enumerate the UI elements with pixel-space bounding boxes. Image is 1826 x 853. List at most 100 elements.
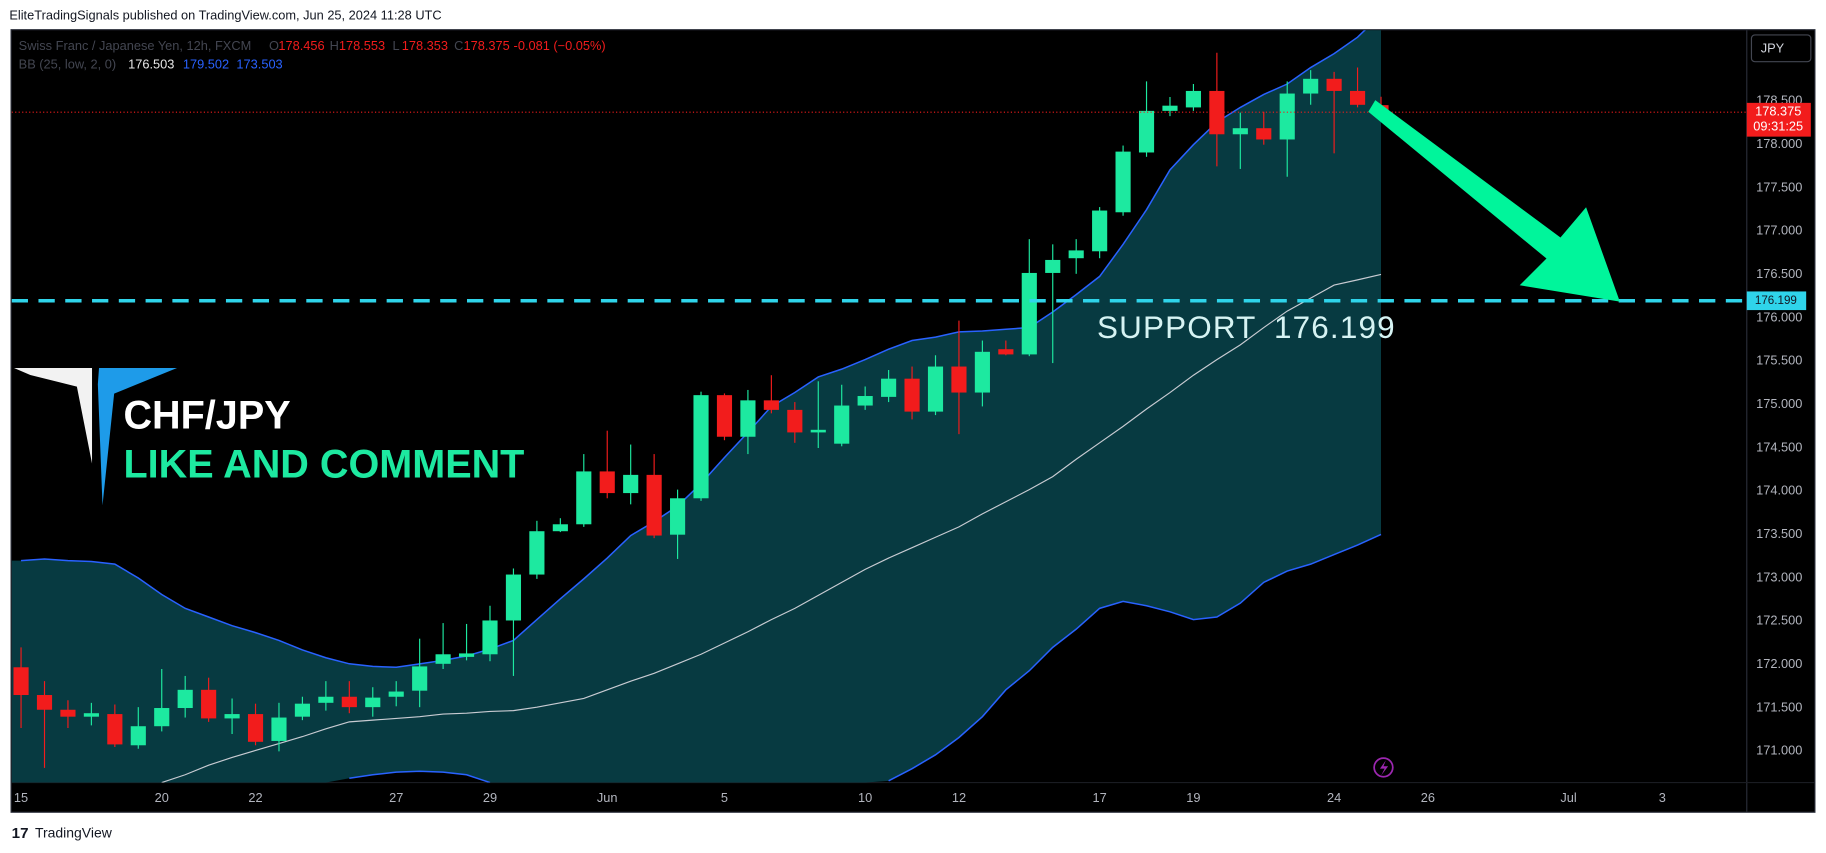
candle-body	[318, 696, 334, 703]
candle-body	[1045, 259, 1061, 273]
candle-body	[83, 713, 99, 717]
y-tick-label: 174.000	[1756, 483, 1802, 498]
candle-body	[576, 471, 592, 525]
candle-body	[1021, 272, 1037, 355]
candle-body	[763, 400, 779, 410]
ohlc-key: O	[269, 38, 279, 53]
indicator-value: 176.503	[128, 57, 174, 72]
x-tick-label: 24	[1327, 790, 1341, 805]
y-tick-label: 171.500	[1756, 699, 1802, 714]
support-tag	[1746, 291, 1807, 311]
candle-body	[834, 405, 850, 444]
logo-white	[14, 367, 93, 464]
x-tick-label: 22	[248, 790, 262, 805]
pair-title: CHF/JPY	[123, 394, 290, 438]
band-fill	[11, 30, 1382, 783]
candle-body	[201, 689, 217, 719]
y-tick-label: 175.500	[1756, 353, 1802, 368]
candle-body	[365, 697, 381, 708]
candle-body	[857, 396, 873, 406]
candle-body	[740, 400, 756, 437]
candle-body	[716, 395, 733, 437]
candle-body	[1279, 93, 1295, 140]
candle-body	[1162, 105, 1178, 111]
alert-bolt	[1379, 760, 1389, 776]
candle-body	[529, 531, 545, 575]
y-tick-label: 175.000	[1756, 396, 1802, 411]
candle-body	[1303, 78, 1319, 94]
candle-body	[294, 703, 310, 717]
ohlc-key: C	[454, 38, 463, 53]
candle-body	[154, 708, 170, 727]
y-tick-label: 174.500	[1756, 439, 1802, 454]
candle-body	[693, 395, 709, 499]
candle-body	[927, 366, 944, 412]
call-to-action: LIKE AND COMMENT	[123, 442, 524, 486]
candle-body	[998, 349, 1014, 355]
plot-area	[11, 30, 1747, 783]
x-tick-label: 15	[14, 790, 28, 805]
x-tick-label: 19	[1186, 790, 1200, 805]
candle-body	[60, 709, 76, 717]
candle-body	[881, 378, 897, 397]
x-tick-label: 12	[952, 790, 966, 805]
currency-button[interactable]	[1750, 34, 1812, 63]
y-tick-label: 177.500	[1756, 179, 1802, 194]
candle-body	[1232, 128, 1248, 135]
y-tick-label: 173.500	[1756, 526, 1802, 541]
y-tick-label: 172.000	[1756, 656, 1802, 671]
candle-body	[388, 691, 404, 697]
x-tick-label: 17	[1093, 790, 1107, 805]
band-line	[349, 533, 1382, 783]
candle-body	[1068, 250, 1084, 259]
publish-header: EliteTradingSignals published on Trading…	[9, 8, 441, 23]
x-tick-label: 20	[155, 790, 169, 805]
y-tick-label: 177.000	[1756, 223, 1802, 238]
logo-blue	[97, 367, 178, 506]
currency-label: JPY	[1761, 40, 1785, 55]
symbol-title: Swiss Franc / Japanese Yen, 12h, FXCM	[19, 38, 252, 53]
candle-body	[1326, 78, 1342, 91]
candle-body	[177, 689, 193, 709]
candle-body	[341, 696, 357, 708]
candle-body	[412, 666, 428, 691]
candle-body	[670, 498, 686, 535]
x-tick-label: 26	[1421, 790, 1435, 805]
countdown-text: 09:31:25	[1753, 119, 1803, 134]
ohlc-key: H	[330, 38, 339, 53]
candle-body	[505, 574, 522, 621]
candle-body	[974, 351, 990, 393]
candle-body	[482, 620, 498, 655]
x-tick-label: Jul	[1560, 790, 1576, 805]
last-price-text: 178.375	[1755, 104, 1801, 119]
support-tag-text: 176.199	[1755, 294, 1797, 307]
x-tick-label: Jun	[597, 790, 618, 805]
y-tick-label: 172.500	[1756, 613, 1802, 628]
support-label: SUPPORT	[1097, 310, 1257, 345]
y-tick-label: 178.000	[1756, 136, 1802, 151]
y-tick-label: 176.000	[1756, 309, 1802, 324]
candle-body	[1092, 210, 1108, 252]
overlay: CHF/JPY LIKE AND COMMENT	[14, 100, 1620, 778]
ohlc-key: L	[392, 38, 399, 53]
candle-body	[623, 474, 639, 494]
indicator-value: 179.502	[183, 57, 229, 72]
last-price-tag	[1746, 102, 1811, 137]
alert-icon[interactable]	[1373, 757, 1394, 778]
candle-body	[271, 717, 287, 741]
candle-body	[599, 471, 615, 494]
change-label: -0.081 (−0.05%)	[514, 38, 606, 53]
indicator-value: 173.503	[236, 57, 282, 72]
band-line	[161, 273, 1382, 783]
ohlc-value: 178.456	[278, 38, 324, 53]
x-tick-label: 29	[483, 790, 497, 805]
candle-body	[1209, 90, 1225, 135]
candle-body	[1138, 110, 1155, 153]
candle-body	[435, 654, 451, 664]
labels: SUPPORT 176.199178.37509:31:25176.199Swis…	[19, 38, 1811, 345]
x-tick-label: 10	[858, 790, 872, 805]
candle-body	[1349, 90, 1366, 105]
candle-body	[1256, 128, 1272, 140]
